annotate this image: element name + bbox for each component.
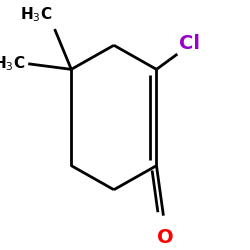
Text: H$_3$C: H$_3$C [0,54,26,73]
Text: O: O [156,228,173,247]
Text: Cl: Cl [179,34,200,53]
Text: H$_3$C: H$_3$C [20,5,52,24]
